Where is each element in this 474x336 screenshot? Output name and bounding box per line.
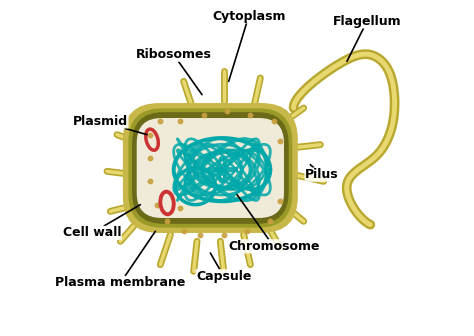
FancyBboxPatch shape — [132, 112, 289, 224]
Text: Ribosomes: Ribosomes — [136, 48, 211, 95]
Text: Plasmid: Plasmid — [73, 115, 147, 135]
Text: Plasma membrane: Plasma membrane — [55, 231, 185, 289]
Text: Chromosome: Chromosome — [228, 195, 319, 253]
Text: Capsule: Capsule — [196, 253, 251, 283]
FancyBboxPatch shape — [123, 103, 298, 233]
Text: Flagellum: Flagellum — [333, 15, 401, 61]
FancyBboxPatch shape — [128, 108, 292, 228]
Text: Cell wall: Cell wall — [63, 205, 140, 240]
FancyBboxPatch shape — [137, 118, 284, 218]
Text: Pilus: Pilus — [305, 165, 339, 181]
Text: Cytoplasm: Cytoplasm — [212, 10, 285, 81]
